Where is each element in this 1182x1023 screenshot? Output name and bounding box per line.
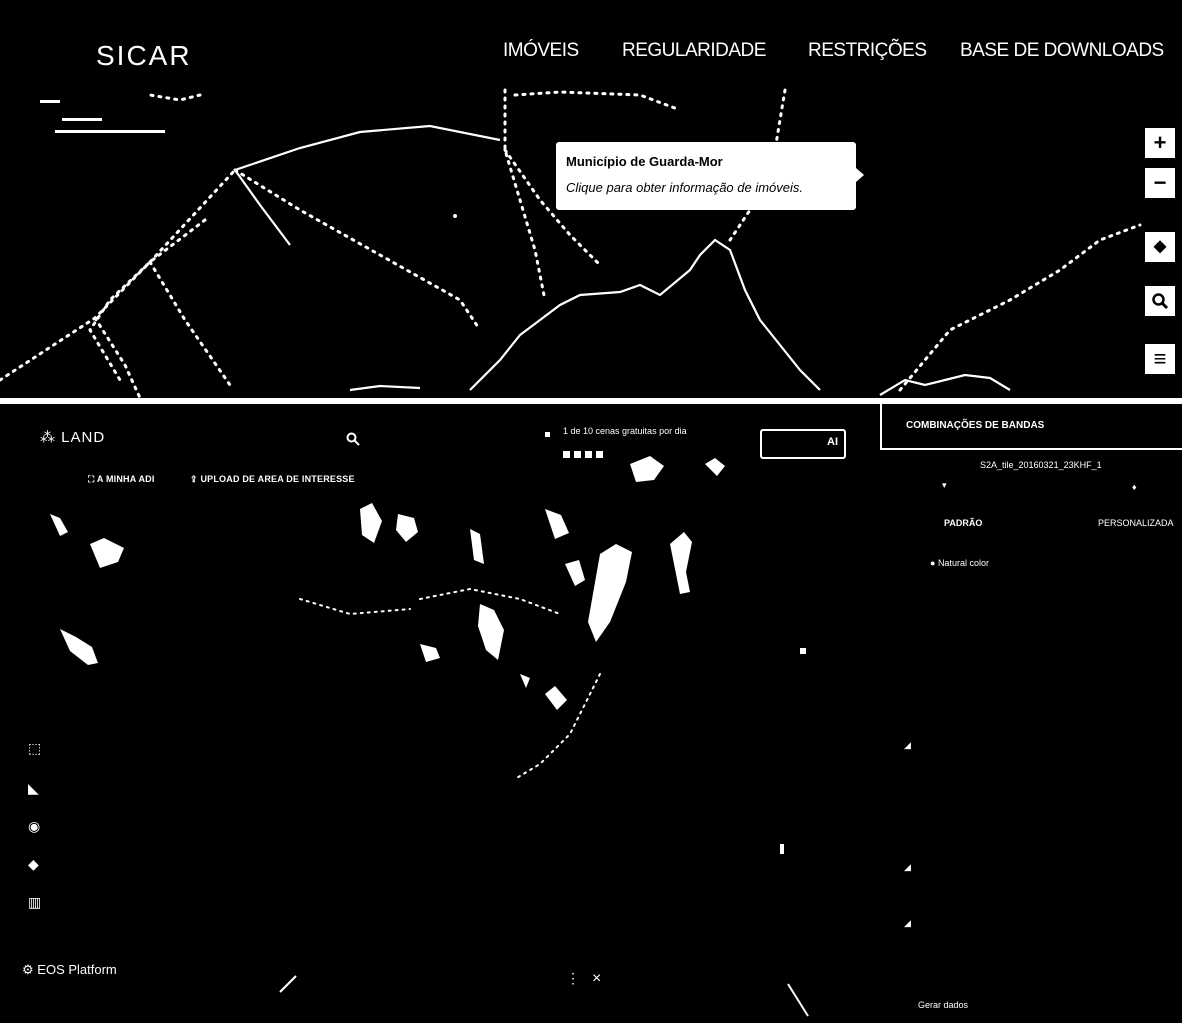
free-scenes-counter: 1 de 10 cenas gratuitas por dia [563, 426, 687, 436]
band-option-2[interactable]: ◢ [904, 740, 911, 750]
filter-icon[interactable]: ▾ [942, 480, 947, 490]
nav-regularidade[interactable]: REGULARIDADE [622, 40, 766, 61]
sicar-logo[interactable]: SICAR [96, 40, 192, 71]
circle-tool-icon[interactable]: ◉ [28, 818, 41, 834]
radio-icon: ● [930, 558, 938, 568]
nav-imoveis[interactable]: IMÓVEIS [503, 40, 579, 61]
brazil-map-icon[interactable]: ◆ [1145, 232, 1175, 262]
tab-default[interactable]: PADRÃO [944, 518, 983, 528]
marker-tool-icon[interactable]: ◆ [28, 856, 39, 872]
upload-icon: ⇪ [190, 474, 201, 484]
my-aoi-label: A MINHA ADI [96, 474, 155, 484]
rectangle-tool-icon[interactable]: ⬚ [28, 740, 42, 756]
eos-logo-icon: ⁂ [40, 429, 56, 446]
band-combinations-header[interactable]: COMBINAÇÕES DE BANDAS [880, 404, 1182, 450]
municipality-popup[interactable]: Município de Guarda-Mor Clique para obte… [556, 142, 864, 210]
eos-logo-text: LAND [61, 429, 106, 446]
popup-title: Município de Guarda-Mor [566, 154, 723, 169]
sicar-map-pane[interactable]: SICAR IMÓVEIS REGULARIDADE RESTRIÇÕES BA… [0, 0, 1182, 398]
band-option-3[interactable]: ◢ [904, 862, 911, 872]
nav-restricoes[interactable]: RESTRIÇÕES [808, 40, 927, 61]
scene-id: S2A_tile_20160321_23KHF_1 [980, 460, 1102, 470]
upload-aoi-link[interactable]: ⇪ UPLOAD DE AREA DE INTERESSE [190, 474, 355, 485]
eos-platform-link[interactable]: ⚙ EOS Platform [22, 962, 117, 978]
more-options-icon[interactable]: ⋮ [566, 970, 580, 986]
satellite-imagery [50, 432, 809, 1017]
login-label: AI [827, 436, 838, 448]
eos-platform-icon: ⚙ [22, 962, 38, 977]
aoi-icon: ⛶ [88, 474, 97, 484]
eos-platform-label: EOS Platform [37, 962, 117, 977]
upload-aoi-label: UPLOAD DE AREA DE INTERESSE [200, 474, 355, 484]
map-boundaries [0, 88, 1142, 398]
login-button[interactable]: AI [760, 429, 846, 459]
natural-color-option[interactable]: ● Natural color [930, 558, 989, 568]
search-icon[interactable] [1145, 286, 1175, 316]
popup-subtitle[interactable]: Clique para obter informação de imóveis. [566, 180, 804, 195]
zoom-out-button[interactable]: − [1145, 168, 1175, 198]
my-aoi-link[interactable]: ⛶ A MINHA ADI [88, 474, 155, 485]
zoom-in-button[interactable]: + [1145, 128, 1175, 158]
band-option-4[interactable]: ◢ [904, 918, 911, 928]
tab-custom[interactable]: PERSONALIZADA [1098, 518, 1174, 528]
band-combinations-title: COMBINAÇÕES DE BANDAS [906, 420, 1045, 431]
ruler-tool-icon[interactable]: ▥ [28, 894, 42, 910]
eos-land-logo[interactable]: ⁂ LAND [40, 428, 105, 446]
screen-divider [0, 398, 1182, 404]
eos-viewer-pane[interactable]: ⁂ LAND ⛶ A MINHA ADI ⇪ UPLOAD DE AREA DE… [0, 404, 1182, 1023]
natural-color-label: Natural color [937, 558, 989, 568]
nav-base-de-downloads[interactable]: BASE DE DOWNLOADS [960, 40, 1164, 61]
close-icon[interactable]: × [592, 970, 602, 987]
scene-indicators [563, 445, 607, 463]
generate-data-link[interactable]: Gerar dados [918, 1000, 969, 1010]
polygon-tool-icon[interactable]: ◣ [28, 780, 39, 796]
settings-icon[interactable]: ♦ [1132, 482, 1137, 492]
menu-icon[interactable]: ≡ [1145, 344, 1175, 374]
search-icon[interactable] [346, 432, 360, 451]
